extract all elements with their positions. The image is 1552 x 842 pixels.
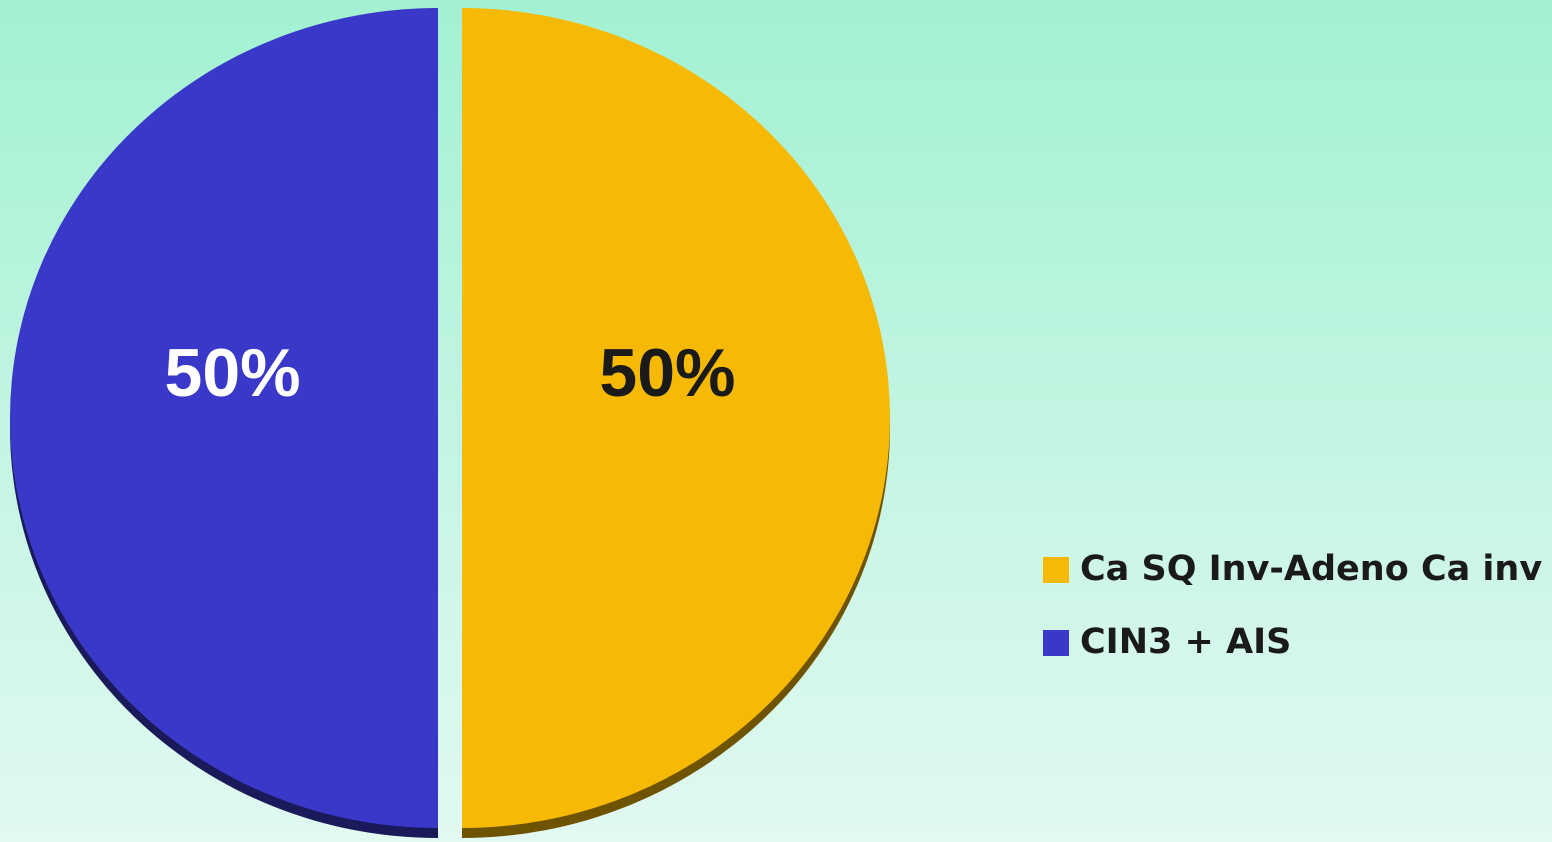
legend: Ca SQ Inv-Adeno Ca inv CIN3 + AIS bbox=[1043, 549, 1542, 662]
legend-swatch bbox=[1043, 630, 1069, 656]
slice bbox=[10, 8, 438, 828]
legend-swatch bbox=[1043, 557, 1069, 583]
slice bbox=[462, 8, 890, 828]
data-label: 50% bbox=[165, 335, 301, 411]
legend-label: CIN3 + AIS bbox=[1080, 622, 1291, 662]
pie bbox=[10, 8, 890, 828]
data-labels: 50% 50% bbox=[165, 335, 736, 411]
data-label: 50% bbox=[599, 335, 735, 411]
legend-label: Ca SQ Inv-Adeno Ca inv bbox=[1080, 549, 1542, 589]
